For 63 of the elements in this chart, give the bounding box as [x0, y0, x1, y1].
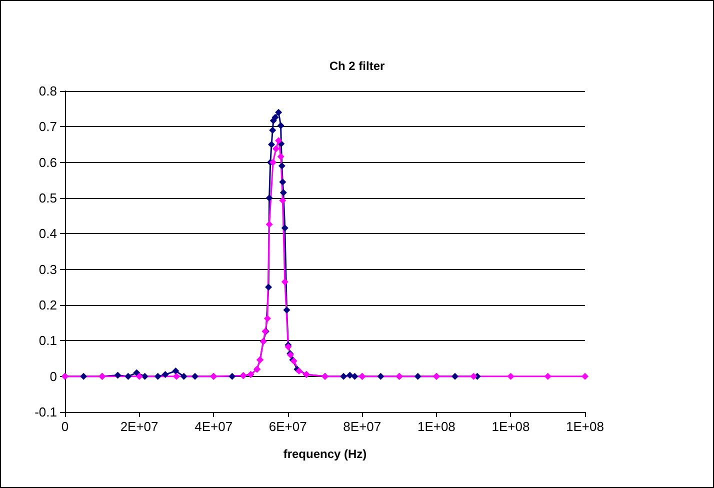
point — [192, 372, 198, 380]
point — [265, 284, 272, 291]
point — [80, 372, 88, 380]
x-tick-label: 1E+08 — [566, 419, 604, 434]
point — [277, 153, 284, 160]
point — [278, 162, 286, 170]
x-tick-label: 0 — [61, 419, 69, 434]
point — [346, 372, 354, 379]
y-tick-label: 0.6 — [38, 154, 57, 170]
y-tick-label: 0.5 — [38, 190, 57, 206]
point — [275, 108, 282, 116]
point — [172, 367, 180, 374]
point — [280, 189, 287, 196]
point — [279, 196, 286, 204]
point — [162, 371, 169, 378]
point — [544, 372, 552, 380]
point — [275, 137, 282, 144]
x-tick-label: 8E+07 — [343, 419, 382, 434]
y-tick-label: 0.8 — [38, 84, 57, 98]
point — [277, 122, 284, 130]
x-tick-label: 1E+08 — [492, 419, 530, 434]
point — [228, 372, 236, 380]
point — [141, 372, 148, 380]
point — [133, 369, 140, 376]
point — [114, 372, 122, 379]
chart-title: Ch 2 filter — [329, 59, 385, 73]
point — [124, 372, 132, 380]
point — [507, 372, 514, 380]
y-tick-label: 0.1 — [38, 333, 57, 348]
point — [264, 315, 271, 322]
y-tick-label: 0 — [50, 368, 57, 384]
point — [180, 372, 188, 380]
point — [266, 220, 273, 228]
point — [340, 372, 348, 380]
y-tick-label: -0.1 — [34, 404, 57, 420]
x-tick-label: 2E+07 — [120, 419, 158, 434]
point — [279, 178, 286, 186]
point — [281, 278, 288, 286]
point — [283, 306, 290, 314]
point — [272, 114, 279, 121]
point — [452, 372, 458, 380]
point — [582, 372, 588, 380]
y-tick-label: 0.2 — [38, 298, 57, 312]
y-tick-label: 0.3 — [38, 262, 57, 277]
x-tick-label: 1E+08 — [417, 419, 456, 434]
point — [266, 194, 273, 202]
x-tick-label: 4E+07 — [194, 419, 233, 434]
point — [172, 372, 180, 380]
point — [414, 372, 422, 380]
y-tick-label: 0.7 — [38, 119, 57, 134]
point — [136, 372, 143, 380]
point — [351, 372, 358, 380]
point — [272, 145, 280, 152]
point — [377, 372, 384, 380]
x-tick-label: 6E+07 — [268, 419, 307, 434]
point — [470, 372, 478, 380]
point — [269, 126, 276, 134]
point — [281, 224, 288, 232]
point — [268, 141, 276, 148]
x-axis-title: frequency (Hz) — [283, 447, 367, 461]
point — [270, 158, 276, 166]
y-tick-label: 0.4 — [38, 226, 57, 242]
point — [154, 372, 162, 380]
